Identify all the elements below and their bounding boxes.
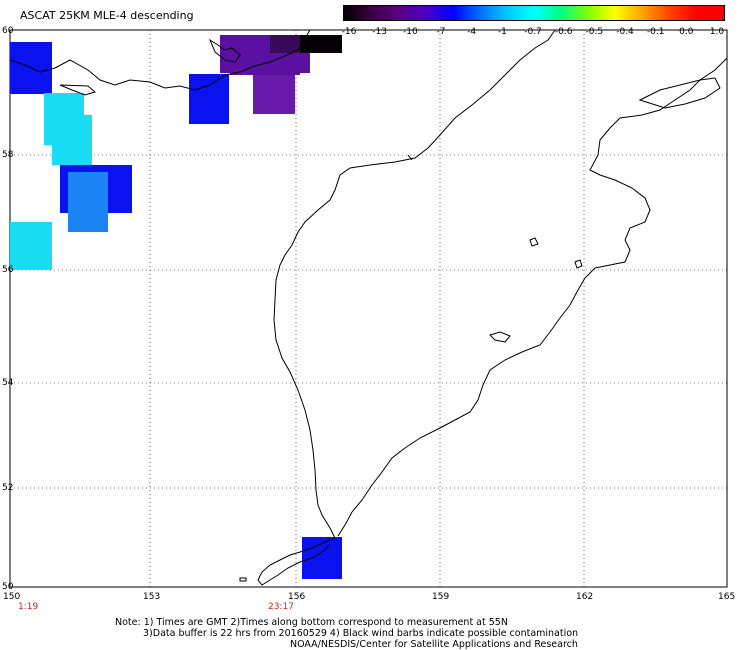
colorbar-label: 0.0	[679, 27, 694, 37]
note-line-1: Note: 1) Times are GMT 2)Times along bot…	[115, 617, 508, 628]
colorbar-label: -16	[341, 27, 357, 37]
lat-tick-58: 58	[2, 150, 14, 160]
coastline	[9, 29, 728, 586]
lat-tick-54: 54	[2, 378, 14, 388]
colorbar-segment	[425, 6, 453, 20]
map-title: ASCAT 25KM MLE-4 descending	[20, 9, 194, 22]
colorbar-segment	[479, 6, 507, 20]
colorbar-segment	[561, 6, 589, 20]
colorbar-label: 1.0	[709, 27, 725, 37]
plot-frame	[9, 29, 728, 588]
colorbar-label: -0.6	[554, 27, 573, 37]
colorbar-segment	[506, 6, 534, 20]
colorbar-segment	[669, 6, 697, 20]
lat-tick-52: 52	[2, 483, 14, 493]
lat-tick-56: 56	[2, 265, 14, 275]
colorbar-segment	[344, 6, 372, 20]
data-cell	[189, 74, 229, 124]
colorbar-label: -7	[436, 27, 446, 37]
colorbar-segment	[371, 6, 399, 20]
data-cell	[230, 55, 300, 75]
colorbar-label: -0.5	[585, 27, 604, 37]
data-cell	[68, 172, 108, 232]
data-cell	[302, 537, 342, 579]
note-line-3: NOAA/NESDIS/Center for Satellite Applica…	[290, 639, 578, 650]
time-label-left: 1:19	[18, 602, 39, 612]
colorbar-label: -10	[402, 27, 418, 37]
data-cell	[52, 115, 92, 165]
colorbar	[343, 5, 725, 21]
lon-tick-156: 156	[288, 592, 306, 602]
colorbar-label: -0.4	[616, 27, 634, 37]
lat-tick-50: 50	[2, 582, 14, 592]
colorbar-segment	[696, 6, 724, 20]
colorbar-segment	[533, 6, 562, 20]
time-label-middle: 23:17	[268, 602, 294, 612]
lat-tick-60: 60	[2, 26, 14, 36]
colorbar-label: -0.7	[524, 27, 542, 37]
colorbar-label: -13	[372, 27, 388, 37]
lon-tick-150: 150	[3, 592, 21, 602]
colorbar-label: -0.1	[646, 27, 665, 37]
data-cell	[10, 222, 52, 270]
colorbar-segment	[642, 6, 670, 20]
lon-tick-162: 162	[576, 592, 594, 602]
note-line-2: 3)Data buffer is 22 hrs from 20160529 4)…	[143, 628, 579, 639]
lon-tick-153: 153	[143, 592, 161, 602]
data-cells	[10, 35, 342, 579]
data-cell	[300, 35, 342, 53]
colorbar-label: -4	[467, 27, 477, 37]
lon-tick-159: 159	[432, 592, 450, 602]
colorbar-segment	[588, 6, 616, 20]
colorbar-segment	[452, 6, 480, 20]
colorbar-label: -1	[497, 27, 507, 37]
colorbar-segment	[615, 6, 643, 20]
lon-tick-165: 165	[718, 592, 736, 602]
colorbar-segment	[398, 6, 426, 20]
grid-lines	[10, 30, 727, 587]
